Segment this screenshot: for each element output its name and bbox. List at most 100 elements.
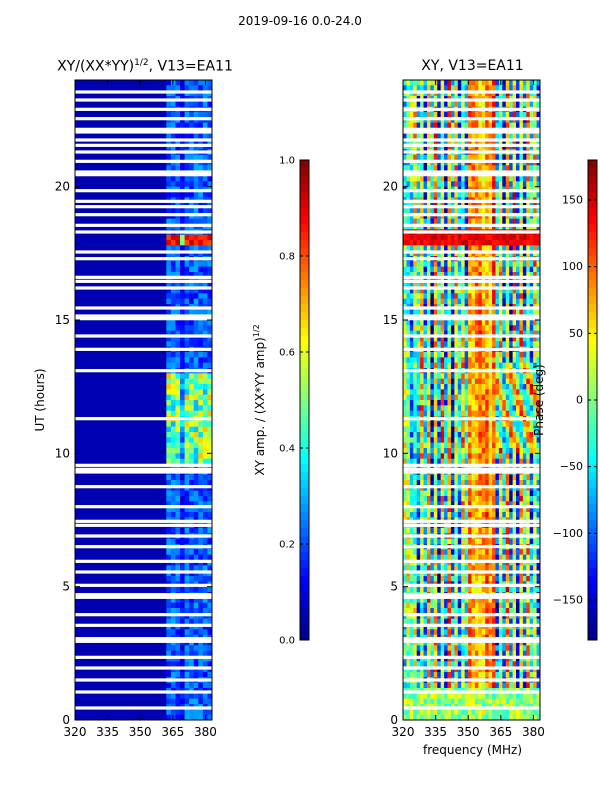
phase-cell <box>488 245 493 252</box>
phase-cell <box>444 378 448 385</box>
amplitude-cell <box>175 341 181 348</box>
phase-cell <box>461 320 466 326</box>
phase-cell <box>440 453 445 460</box>
phase-cell <box>447 288 452 294</box>
phase-cell <box>526 192 531 198</box>
phase-cell <box>450 474 455 481</box>
phase-cell <box>519 362 524 369</box>
phase-cell <box>430 474 435 481</box>
phase-cell <box>413 448 418 454</box>
phase-cell <box>413 298 418 305</box>
amplitude-cell <box>180 565 185 572</box>
amplitude-cell <box>189 341 195 348</box>
amplitude-cell <box>207 320 213 326</box>
phase-cell <box>519 554 524 561</box>
phase-cell <box>533 512 537 518</box>
phase-cell <box>471 122 476 129</box>
phase-cell <box>481 288 486 294</box>
phase-cell <box>437 336 442 342</box>
phase-cell <box>457 101 462 108</box>
amplitude-cell <box>175 288 181 294</box>
amplitude-cell <box>189 490 195 497</box>
phase-cell <box>471 496 476 502</box>
phase-cell <box>430 272 435 278</box>
phase-cell <box>474 458 479 465</box>
amplitude-cell <box>175 709 181 716</box>
phase-cell <box>403 426 407 433</box>
amplitude-cell <box>175 245 181 252</box>
phase-cell <box>495 165 500 172</box>
phase-cell <box>406 101 411 108</box>
phase-cell <box>447 165 452 172</box>
amplitude-cell <box>193 448 199 454</box>
phase-cell <box>522 154 527 161</box>
phase-cell <box>471 501 476 508</box>
phase-cell <box>509 442 513 449</box>
amplitude-cell <box>170 122 176 129</box>
amplitude-cell <box>166 426 172 433</box>
amplitude-cell <box>175 586 181 593</box>
amplitude-cell <box>193 218 199 225</box>
amplitude-cell <box>166 240 172 246</box>
phase-cell <box>471 506 476 513</box>
phase-cell <box>536 410 541 417</box>
phase-cell <box>505 496 510 502</box>
amplitude-cell <box>175 325 181 332</box>
phase-cell <box>426 576 431 582</box>
amplitude-cell <box>175 480 181 486</box>
amplitude-cell <box>193 490 199 497</box>
phase-cell <box>437 490 442 497</box>
phase-cell <box>447 309 452 316</box>
phase-cell <box>492 426 496 433</box>
amplitude-cell <box>180 85 185 92</box>
phase-cell <box>430 208 435 214</box>
phase-cell <box>426 554 431 561</box>
phase-cell <box>457 341 462 348</box>
phase-cell <box>413 421 418 428</box>
phase-cell <box>444 165 448 172</box>
amplitude-cell <box>202 512 208 518</box>
amplitude-cell <box>207 645 213 652</box>
phase-cell <box>437 458 442 465</box>
amplitude-cell <box>166 549 172 556</box>
amplitude-cell <box>207 586 213 593</box>
phase-cell <box>522 389 527 396</box>
phase-cell <box>536 352 541 358</box>
amplitude-cell <box>198 453 204 460</box>
phase-cell <box>529 576 534 582</box>
phase-cell <box>468 453 472 460</box>
phase-cell <box>426 192 431 198</box>
amplitude-cell <box>166 298 172 305</box>
phase-cell <box>464 154 469 161</box>
phase-cell <box>444 453 448 460</box>
phase-cell <box>488 496 493 502</box>
amplitude-cell <box>170 426 176 433</box>
phase-cell <box>426 336 431 342</box>
phase-cell <box>471 378 476 385</box>
phase-cell <box>444 112 448 118</box>
phase-cell <box>471 576 476 582</box>
phase-cell <box>488 432 493 438</box>
phase-cell <box>464 218 469 225</box>
phase-cell <box>512 240 517 246</box>
amplitude-cell <box>198 341 204 348</box>
amplitude-cell <box>166 528 172 534</box>
phase-cell <box>516 288 520 294</box>
phase-cell <box>461 288 466 294</box>
phase-cell <box>403 421 407 428</box>
phase-cell <box>454 133 459 140</box>
amplitude-cell <box>184 234 190 241</box>
amplitude-cell <box>202 490 208 497</box>
amplitude-cell <box>198 373 204 380</box>
phase-cell <box>536 549 541 556</box>
amplitude-cell <box>180 672 185 678</box>
phase-cell <box>423 309 428 316</box>
phase-cell <box>437 192 442 198</box>
phase-cell <box>426 394 431 401</box>
phase-cell <box>471 181 476 188</box>
phase-cell <box>526 112 531 118</box>
amplitude-cell <box>202 426 208 433</box>
phase-cell <box>454 266 459 273</box>
phase-cell <box>495 453 500 460</box>
phase-cell <box>416 538 421 545</box>
